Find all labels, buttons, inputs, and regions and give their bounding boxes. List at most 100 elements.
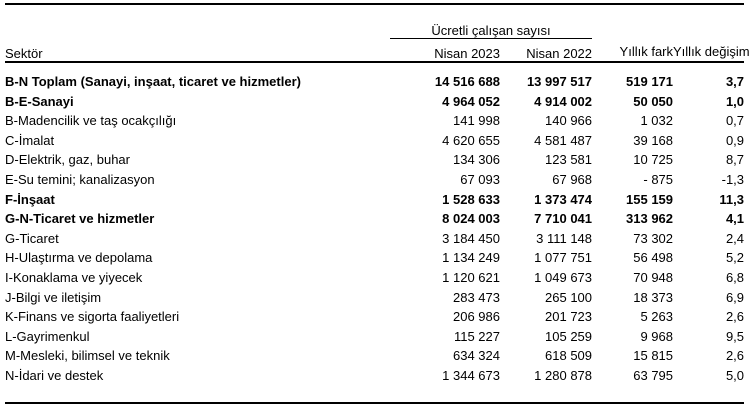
value-annual-difference: 18 373 — [633, 289, 674, 305]
value-april-2022: 4 581 487 — [534, 132, 593, 148]
column-header-annual-change-percent: Yıllık değişim (%) — [673, 5, 750, 63]
value-april-2022: 4 914 002 — [534, 93, 593, 109]
value-annual-change-percent: 0,9 — [725, 132, 745, 148]
value-april-2023: 115 227 — [453, 328, 500, 344]
value-april-2023: 206 986 — [453, 309, 500, 325]
sector-label: J-Bilgi ve iletişim — [5, 289, 102, 305]
sector-label: K-Finans ve sigorta faaliyetleri — [5, 309, 180, 325]
table-row: B-N Toplam (Sanayi, inşaat, ticaret ve h… — [5, 62, 744, 92]
table-row: D-Elektrik, gaz, buhar 134 306 123 581 1… — [5, 150, 744, 170]
value-april-2022: 265 100 — [545, 289, 593, 305]
column-header-april-2023: Nisan 2023 — [390, 38, 500, 63]
value-april-2023: 283 473 — [453, 289, 500, 305]
value-april-2022: 1 077 751 — [534, 250, 593, 266]
value-april-2022: 618 509 — [545, 348, 593, 364]
value-annual-difference: 10 725 — [633, 152, 674, 168]
value-april-2022: 1 280 878 — [534, 367, 593, 383]
value-april-2022: 140 966 — [545, 113, 593, 129]
value-annual-change-percent: 6,8 — [725, 269, 745, 285]
value-april-2023: 134 306 — [453, 152, 500, 168]
value-april-2023: 141 998 — [453, 113, 500, 129]
table-row: H-Ulaştırma ve depolama 1 134 249 1 077 … — [5, 248, 744, 268]
value-annual-difference: 519 171 — [626, 74, 674, 89]
table-row: I-Konaklama ve yiyecek 1 120 621 1 049 6… — [5, 268, 744, 288]
table-header: Sektör Ücretli çalışan sayısı Yıllık far… — [5, 5, 750, 63]
header-row-dates: Nisan 2023 Nisan 2022 — [5, 38, 744, 63]
sector-label: I-Konaklama ve yiyecek — [5, 269, 143, 285]
value-april-2022: 105 259 — [545, 328, 593, 344]
table-row: E-Su temini; kanalizasyon 67 093 67 968 … — [5, 170, 744, 190]
table-row: B-Madencilik ve taş ocakçılığı 141 998 1… — [5, 111, 744, 131]
table-row: F-İnşaat 1 528 633 1 373 474 155 159 11,… — [5, 190, 744, 210]
value-april-2023: 634 324 — [453, 348, 500, 364]
table-row: G-Ticaret 3 184 450 3 111 148 73 302 2,4 — [5, 229, 744, 249]
value-annual-change-percent: 1,0 — [725, 93, 745, 109]
table-row: B-E-Sanayi 4 964 052 4 914 002 50 050 1,… — [5, 92, 744, 112]
sector-employment-table: Sektör Ücretli çalışan sayısı Yıllık far… — [5, 5, 750, 386]
value-april-2022: 1 373 474 — [534, 191, 593, 207]
value-annual-difference: 50 050 — [633, 93, 674, 109]
value-april-2023: 3 184 450 — [442, 230, 500, 246]
sector-label: C-İmalat — [5, 132, 55, 148]
value-annual-change-percent: 5,0 — [725, 367, 745, 383]
value-april-2022: 7 710 041 — [534, 211, 593, 227]
column-group-header-paid-employees: Ücretli çalışan sayısı — [390, 5, 593, 39]
value-april-2023: 8 024 003 — [442, 211, 500, 227]
value-annual-difference: 155 159 — [626, 191, 674, 207]
value-annual-difference: 5 263 — [640, 309, 674, 325]
value-april-2023: 4 620 655 — [442, 132, 500, 148]
value-annual-change-percent: 5,2 — [725, 250, 745, 266]
value-annual-change-percent: 3,7 — [725, 74, 745, 89]
value-annual-difference: 56 498 — [633, 250, 674, 266]
sector-label: F-İnşaat — [5, 191, 55, 207]
value-annual-change-percent: 9,5 — [725, 328, 745, 344]
sector-label: E-Su temini; kanalizasyon — [5, 171, 155, 187]
value-annual-change-percent: -1,3 — [721, 171, 745, 187]
table-row: M-Mesleki, bilimsel ve teknik 634 324 61… — [5, 346, 744, 366]
sector-label: B-E-Sanayi — [5, 93, 74, 109]
value-annual-change-percent: 8,7 — [725, 152, 745, 168]
value-annual-change-percent: 4,1 — [725, 211, 745, 227]
value-annual-difference: 39 168 — [633, 132, 674, 148]
sector-label: G-N-Ticaret ve hizmetler — [5, 211, 155, 227]
value-annual-change-percent: 0,7 — [725, 113, 745, 129]
sector-label: M-Mesleki, bilimsel ve teknik — [5, 348, 170, 364]
sector-label: H-Ulaştırma ve depolama — [5, 250, 153, 266]
header-row-group: Sektör Ücretli çalışan sayısı Yıllık far… — [5, 5, 750, 63]
value-annual-change-percent: 2,4 — [725, 230, 745, 246]
value-april-2022: 13 997 517 — [526, 74, 593, 89]
value-april-2023: 1 344 673 — [442, 367, 500, 383]
value-annual-change-percent: 11,3 — [719, 191, 745, 207]
value-annual-difference: 313 962 — [626, 211, 674, 227]
table-row: G-N-Ticaret ve hizmetler 8 024 003 7 710… — [5, 209, 744, 229]
value-april-2023: 1 134 249 — [442, 250, 500, 266]
value-annual-difference: - 875 — [643, 171, 674, 187]
table-body: B-N Toplam (Sanayi, inşaat, ticaret ve h… — [5, 62, 744, 386]
value-annual-difference: 15 815 — [633, 348, 674, 364]
sector-label: B-N Toplam (Sanayi, inşaat, ticaret ve h… — [5, 74, 301, 89]
sector-label: B-Madencilik ve taş ocakçılığı — [5, 113, 177, 129]
sector-employment-table-container: Sektör Ücretli çalışan sayısı Yıllık far… — [5, 3, 750, 404]
value-annual-difference: 1 032 — [640, 113, 674, 129]
table-row: L-Gayrimenkul 115 227 105 259 9 968 9,5 — [5, 327, 744, 347]
value-annual-difference: 9 968 — [640, 328, 674, 344]
value-april-2023: 67 093 — [460, 171, 500, 187]
sector-label: L-Gayrimenkul — [5, 328, 90, 344]
value-april-2023: 14 516 688 — [434, 74, 500, 89]
table-row: N-İdari ve destek 1 344 673 1 280 878 63… — [5, 366, 744, 386]
table-row: C-İmalat 4 620 655 4 581 487 39 168 0,9 — [5, 131, 744, 151]
value-april-2023: 1 528 633 — [442, 191, 500, 207]
column-header-sector: Sektör — [5, 5, 390, 63]
value-annual-change-percent: 2,6 — [725, 309, 745, 325]
value-april-2022: 3 111 148 — [536, 230, 593, 246]
value-april-2022: 67 968 — [552, 171, 593, 187]
value-annual-difference: 63 795 — [633, 367, 674, 383]
value-annual-change-percent: 6,9 — [725, 289, 745, 305]
sector-label: N-İdari ve destek — [5, 367, 104, 383]
table-row: J-Bilgi ve iletişim 283 473 265 100 18 3… — [5, 288, 744, 308]
value-annual-difference: 73 302 — [633, 230, 674, 246]
value-april-2023: 4 964 052 — [442, 93, 500, 109]
value-april-2023: 1 120 621 — [442, 269, 500, 285]
table-row: K-Finans ve sigorta faaliyetleri 206 986… — [5, 307, 744, 327]
